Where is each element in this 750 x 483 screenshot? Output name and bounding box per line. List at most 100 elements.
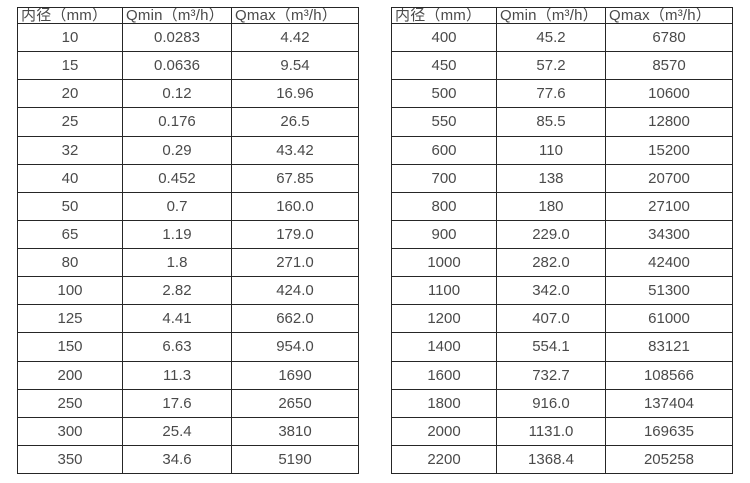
table-cell: 50 [17,191,123,221]
table-row: 1200 407.0 61000 [391,304,733,334]
table-cell: 65 [17,219,123,250]
table-cell: 0.0636 [122,51,232,81]
table-cell: 450 [391,51,497,81]
table-cell: 800 [391,191,497,221]
table-row: 内径（mm） Qmin（m³/h） Qmax（m³/h） [391,7,733,24]
table-cell: 150 [17,332,123,362]
table-row: 1400 554.1 83121 [391,332,733,362]
table-cell: 1200 [391,304,497,334]
table-cell: 205258 [605,444,733,475]
column-header: 内径（mm） [17,7,123,24]
flow-range-tables-container: 内径（mm） Qmin（m³/h） Qmax（m³/h） 10 0.0283 4.42 1… [17,7,733,475]
table-cell: 2650 [231,388,359,418]
table-cell: 42400 [605,247,733,278]
table-cell: 10 [17,22,123,53]
table-cell: 200 [17,360,123,390]
table-cell: 160.0 [231,191,359,221]
table-row: 10 0.0283 4.42 [17,22,359,53]
table-row: 200 11.3 1690 [17,360,359,390]
column-header: Qmax（m³/h） [605,7,733,24]
table-cell: 700 [391,163,497,193]
table-row: 15 0.0636 9.54 [17,51,359,81]
table-cell: 5190 [231,444,359,475]
table-row: 800 180 27100 [391,191,733,221]
table-cell: 17.6 [122,388,232,418]
table-cell: 0.7 [122,191,232,221]
table-cell: 732.7 [496,360,606,390]
table-cell: 51300 [605,276,733,306]
table-cell: 16.96 [231,79,359,109]
column-header: Qmin（m³/h） [122,7,232,24]
table-cell: 1.8 [122,247,232,278]
table-row: 550 85.5 12800 [391,107,733,137]
table-row: 400 45.2 6780 [391,22,733,53]
table-row: 600 110 15200 [391,135,733,165]
table-cell: 6.63 [122,332,232,362]
table-cell: 1.19 [122,219,232,250]
table-cell: 3810 [231,416,359,446]
table-cell: 20 [17,79,123,109]
table-cell: 250 [17,388,123,418]
table-row: 500 77.6 10600 [391,79,733,109]
table-cell: 43.42 [231,135,359,165]
table-cell: 229.0 [496,219,606,250]
table-row: 1100 342.0 51300 [391,276,733,306]
table-row: 65 1.19 179.0 [17,219,359,250]
flow-range-table-left: 内径（mm） Qmin（m³/h） Qmax（m³/h） 10 0.0283 4.42 1… [17,7,359,475]
table-cell: 27100 [605,191,733,221]
table-cell: 954.0 [231,332,359,362]
table-row: 25 0.176 26.5 [17,107,359,137]
table-row: 125 4.41 662.0 [17,304,359,334]
table-cell: 350 [17,444,123,475]
table-cell: 26.5 [231,107,359,137]
table-cell: 900 [391,219,497,250]
table-cell: 45.2 [496,22,606,53]
table-cell: 0.176 [122,107,232,137]
table-cell: 600 [391,135,497,165]
table-body: 400 45.2 6780 450 57.2 8570 500 77.6 10600 550 85.… [391,22,733,475]
table-row: 100 2.82 424.0 [17,276,359,306]
table-cell: 108566 [605,360,733,390]
table-cell: 342.0 [496,276,606,306]
table-row: 300 25.4 3810 [17,416,359,446]
table-row: 1000 282.0 42400 [391,247,733,278]
table-cell: 61000 [605,304,733,334]
table-row: 2000 1131.0 169635 [391,416,733,446]
table-cell: 15200 [605,135,733,165]
table-row: 250 17.6 2650 [17,388,359,418]
table-cell: 424.0 [231,276,359,306]
table-cell: 1368.4 [496,444,606,475]
table-cell: 0.29 [122,135,232,165]
table-cell: 15 [17,51,123,81]
table-row: 450 57.2 8570 [391,51,733,81]
table-cell: 34.6 [122,444,232,475]
table-cell: 12800 [605,107,733,137]
table-cell: 4.42 [231,22,359,53]
table-cell: 662.0 [231,304,359,334]
table-cell: 1690 [231,360,359,390]
table-row: 50 0.7 160.0 [17,191,359,221]
table-cell: 169635 [605,416,733,446]
table-cell: 77.6 [496,79,606,109]
table-header-row: 内径（mm） Qmin（m³/h） Qmax（m³/h） [391,7,733,24]
table-cell: 1400 [391,332,497,362]
table-cell: 407.0 [496,304,606,334]
table-cell: 0.452 [122,163,232,193]
table-cell: 67.85 [231,163,359,193]
table-cell: 125 [17,304,123,334]
table-cell: 1800 [391,388,497,418]
table-cell: 916.0 [496,388,606,418]
table-header-row: 内径（mm） Qmin（m³/h） Qmax（m³/h） [17,7,359,24]
table-cell: 0.12 [122,79,232,109]
table-cell: 2000 [391,416,497,446]
table-row: 1800 916.0 137404 [391,388,733,418]
table-cell: 554.1 [496,332,606,362]
table-cell: 271.0 [231,247,359,278]
table-cell: 138 [496,163,606,193]
flow-range-table-right: 内径（mm） Qmin（m³/h） Qmax（m³/h） 400 45.2 6780 45… [391,7,733,475]
table-cell: 1000 [391,247,497,278]
table-cell: 6780 [605,22,733,53]
table-row: 1600 732.7 108566 [391,360,733,390]
table-cell: 137404 [605,388,733,418]
table-row: 700 138 20700 [391,163,733,193]
